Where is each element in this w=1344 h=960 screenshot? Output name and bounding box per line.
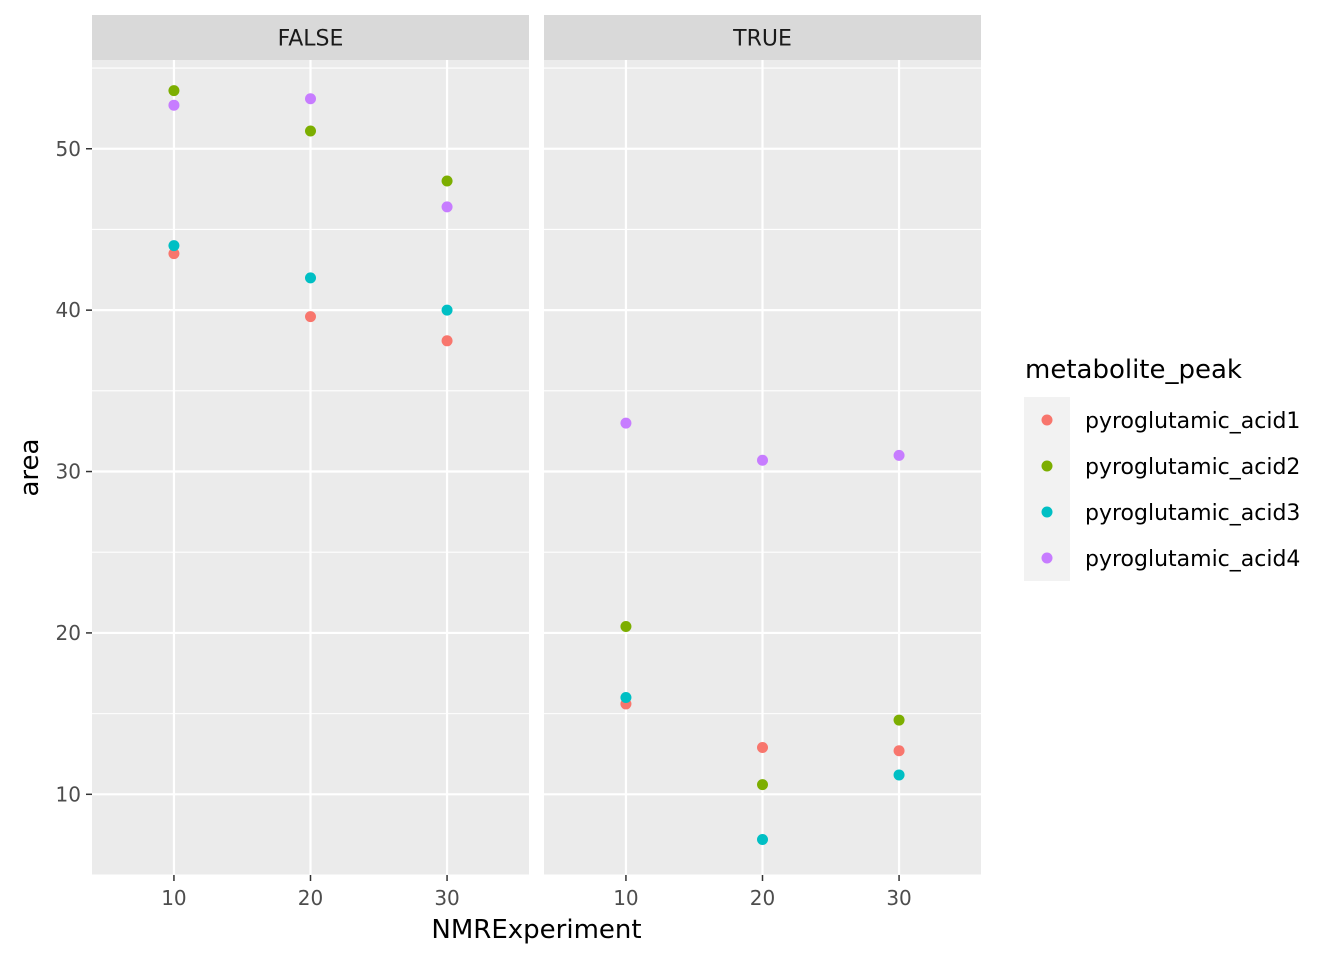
panel-false: FALSE <box>92 15 529 876</box>
legend-label: pyroglutamic_acid3 <box>1085 501 1300 526</box>
y-tick-label: 20 <box>56 621 81 645</box>
legend-label: pyroglutamic_acid4 <box>1085 547 1300 572</box>
data-point-pyroglutamic_acid3 <box>168 240 180 252</box>
facet-strip <box>544 15 981 60</box>
x-tick-label: 20 <box>298 886 323 910</box>
facet-strip-label: TRUE <box>732 27 792 52</box>
legend-key-marker <box>1041 414 1053 426</box>
y-tick-label: 30 <box>56 460 81 484</box>
data-point-pyroglutamic_acid1 <box>893 745 905 757</box>
x-tick-label: 10 <box>161 886 186 910</box>
x-axis: 10 20 30 10 20 30 <box>161 875 912 910</box>
y-tick-label: 40 <box>56 298 81 322</box>
data-point-pyroglutamic_acid1 <box>441 335 453 347</box>
legend-label: pyroglutamic_acid2 <box>1085 455 1300 480</box>
y-tick-label: 10 <box>56 782 81 806</box>
data-point-pyroglutamic_acid2 <box>757 779 768 791</box>
y-axis: 10 20 30 40 50 <box>56 137 92 806</box>
plot-panels: FALSE TRUE <box>92 15 981 876</box>
legend-item: pyroglutamic_acid2 <box>1024 443 1300 489</box>
data-point-pyroglutamic_acid1 <box>305 311 316 323</box>
data-point-pyroglutamic_acid4 <box>168 99 180 111</box>
x-axis-title: NMRExperiment <box>431 915 641 945</box>
y-tick-label: 50 <box>56 137 81 161</box>
panel-true: TRUE <box>544 15 981 876</box>
data-point-pyroglutamic_acid3 <box>893 769 905 781</box>
x-tick-label: 10 <box>613 886 638 910</box>
data-point-pyroglutamic_acid3 <box>620 691 632 703</box>
x-tick-label: 30 <box>886 886 911 910</box>
legend: metabolite_peak pyroglutamic_acid1pyrogl… <box>1024 355 1300 581</box>
legend-title: metabolite_peak <box>1025 355 1242 385</box>
legend-label: pyroglutamic_acid1 <box>1085 409 1300 434</box>
data-point-pyroglutamic_acid4 <box>893 449 905 461</box>
data-point-pyroglutamic_acid4 <box>757 454 768 466</box>
x-tick-label: 20 <box>750 886 775 910</box>
data-point-pyroglutamic_acid1 <box>168 248 180 260</box>
legend-key-marker <box>1041 552 1053 564</box>
y-axis-title: area <box>15 439 45 497</box>
legend-item: pyroglutamic_acid4 <box>1024 535 1300 581</box>
data-point-pyroglutamic_acid2 <box>893 714 905 726</box>
legend-item: pyroglutamic_acid1 <box>1024 397 1300 443</box>
legend-key-marker <box>1041 506 1053 518</box>
data-point-pyroglutamic_acid3 <box>441 304 453 316</box>
data-point-pyroglutamic_acid2 <box>305 125 316 137</box>
data-point-pyroglutamic_acid3 <box>305 272 316 284</box>
data-point-pyroglutamic_acid2 <box>168 85 180 97</box>
data-point-pyroglutamic_acid3 <box>757 833 768 845</box>
data-point-pyroglutamic_acid4 <box>441 201 453 213</box>
data-point-pyroglutamic_acid1 <box>757 742 768 754</box>
facet-strip <box>92 15 529 60</box>
data-point-pyroglutamic_acid4 <box>620 417 632 429</box>
facet-strip-label: FALSE <box>278 27 344 52</box>
legend-key-marker <box>1041 460 1053 472</box>
data-point-pyroglutamic_acid4 <box>305 93 316 105</box>
x-tick-label: 30 <box>434 886 459 910</box>
data-point-pyroglutamic_acid2 <box>441 175 453 187</box>
legend-item: pyroglutamic_acid3 <box>1024 489 1300 535</box>
data-point-pyroglutamic_acid2 <box>620 620 632 632</box>
